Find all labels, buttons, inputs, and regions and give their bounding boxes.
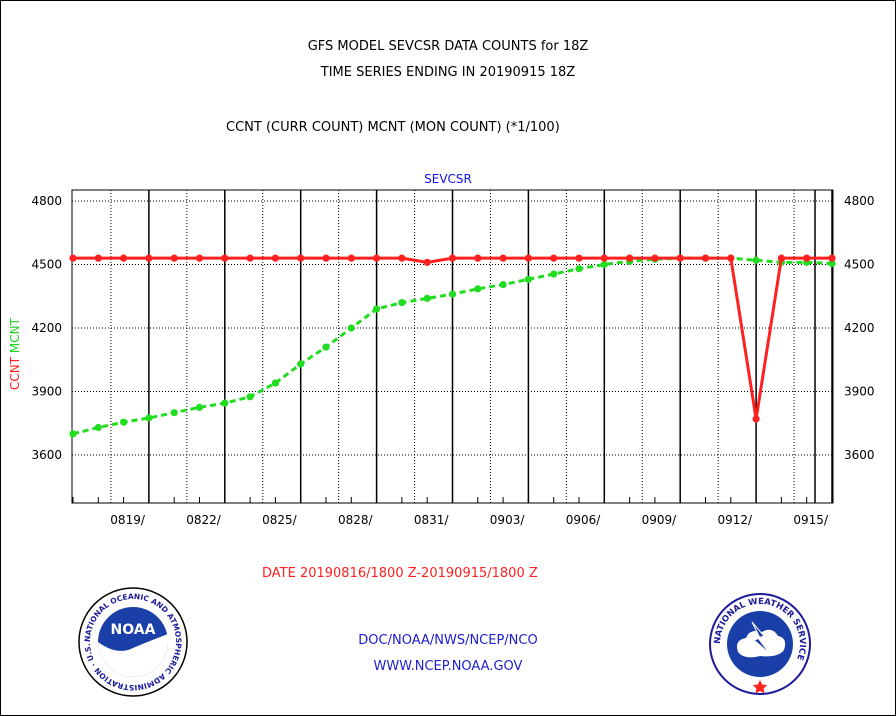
date-range-label: DATE 20190816/1800 Z-20190915/1800 Z — [262, 566, 538, 581]
data-point-ccnt — [195, 254, 204, 262]
star-icon — [752, 680, 768, 694]
grid-lines — [72, 190, 833, 503]
data-point-mcnt — [499, 281, 507, 289]
plot-title: SEVCSR — [424, 172, 472, 186]
data-point-ccnt — [120, 254, 128, 262]
data-point-mcnt — [550, 270, 558, 278]
y-tick-label-right: 3600 — [844, 448, 875, 462]
data-point-ccnt — [271, 254, 279, 262]
data-point-ccnt — [170, 254, 178, 262]
series-ccnt — [69, 254, 836, 423]
data-point-ccnt — [448, 254, 457, 262]
data-point-mcnt — [297, 360, 305, 368]
data-point-ccnt — [777, 254, 786, 262]
data-point-ccnt — [600, 254, 608, 262]
chart-title-line2: TIME SERIES ENDING IN 20190915 18Z — [320, 65, 576, 80]
line-chart: 3600 3900 4200 4500 4800 3600 3900 4200 4500 480… — [31, 189, 875, 527]
data-point-ccnt — [803, 254, 811, 262]
x-tick-label: 0819/ — [110, 513, 146, 527]
data-point-mcnt — [423, 294, 431, 302]
data-point-mcnt — [600, 260, 608, 269]
plot-area-border — [71, 189, 834, 504]
data-point-ccnt — [828, 254, 836, 262]
data-point-mcnt — [69, 430, 77, 438]
y-tick-label-left: 4800 — [31, 194, 62, 208]
chart-title-line1: GFS MODEL SEVCSR DATA COUNTS for 18Z — [307, 39, 589, 54]
x-tick-label: 0822/ — [186, 513, 222, 527]
y-tick-label-left: 3900 — [31, 385, 62, 399]
data-point-mcnt — [448, 290, 457, 298]
data-point-ccnt — [701, 254, 710, 262]
data-point-mcnt — [170, 409, 178, 417]
data-point-mcnt — [145, 414, 153, 422]
data-point-mcnt — [373, 305, 381, 313]
x-tick-label: 0912/ — [718, 513, 754, 527]
x-tick-label: 0909/ — [642, 513, 678, 527]
y-tick-label-left: 4200 — [31, 321, 62, 335]
website-link[interactable]: WWW.NCEP.NOAA.GOV — [373, 659, 523, 674]
data-point-ccnt — [246, 254, 254, 262]
data-point-ccnt — [676, 254, 684, 262]
data-point-mcnt — [221, 399, 229, 407]
data-point-mcnt — [195, 403, 204, 411]
data-point-ccnt — [373, 254, 381, 262]
data-point-mcnt — [524, 275, 533, 283]
noaa-logo-text: NOAA — [111, 622, 156, 638]
data-point-ccnt — [524, 254, 533, 262]
data-point-mcnt — [347, 324, 355, 332]
data-point-ccnt — [145, 254, 153, 262]
y-tick-labels-right: 3600 3900 4200 4500 4800 — [844, 194, 875, 462]
x-tick-label: 0831/ — [414, 513, 450, 527]
data-point-mcnt — [575, 265, 583, 273]
x-tick-label: 0906/ — [566, 513, 602, 527]
data-point-mcnt — [246, 393, 254, 401]
x-tick-label: 0828/ — [338, 513, 374, 527]
y-tick-label-right: 4500 — [844, 258, 875, 272]
nws-logo: NATIONAL WEATHER SERVICE — [709, 593, 811, 695]
y-tick-label-left: 4500 — [31, 258, 62, 272]
data-point-ccnt — [575, 254, 583, 262]
noaa-logo: NATIONAL OCEANIC AND ATMOSPHERIC ADMINIS… — [77, 586, 188, 697]
y-tick-labels-left: 3600 3900 4200 4500 4800 — [31, 194, 62, 462]
y-tick-label-right: 4800 — [844, 194, 875, 208]
data-point-ccnt — [499, 254, 507, 262]
y-tick-label-left: 3600 — [31, 448, 62, 462]
data-point-ccnt — [550, 254, 558, 262]
data-point-ccnt — [398, 254, 406, 262]
x-tick-label: 0903/ — [490, 513, 526, 527]
data-point-ccnt — [94, 254, 102, 262]
doc-line: DOC/NOAA/NWS/NCEP/NCO — [358, 633, 538, 648]
data-point-ccnt — [752, 415, 760, 423]
x-tick-label: 0825/ — [262, 513, 298, 527]
data-point-ccnt — [221, 254, 229, 262]
data-point-mcnt — [474, 285, 482, 293]
data-point-ccnt — [69, 254, 77, 262]
data-point-mcnt — [120, 418, 128, 426]
data-point-mcnt — [752, 256, 760, 264]
data-point-ccnt — [297, 254, 305, 262]
y-tick-label-right: 3900 — [844, 385, 875, 399]
data-point-mcnt — [94, 423, 102, 432]
data-point-ccnt — [322, 254, 330, 262]
data-point-ccnt — [423, 258, 431, 266]
data-point-mcnt — [828, 259, 836, 268]
data-point-mcnt — [398, 299, 406, 307]
data-point-ccnt — [347, 254, 355, 262]
data-point-mcnt — [271, 379, 279, 387]
data-point-ccnt — [626, 254, 634, 262]
series-mcnt — [69, 254, 836, 438]
data-point-mcnt — [322, 343, 330, 351]
data-point-ccnt — [474, 254, 482, 262]
data-point-ccnt — [651, 254, 659, 262]
x-tick-label: 0915/ — [793, 513, 829, 527]
y-tick-label-right: 4200 — [844, 321, 875, 335]
data-point-ccnt — [727, 254, 735, 262]
chart-subtitle: CCNT (CURR COUNT) MCNT (MON COUNT) (*1/1… — [226, 120, 560, 135]
x-tick-labels: 0819/0822/0825/0828/0831/0903/0906/0909/… — [110, 513, 829, 527]
